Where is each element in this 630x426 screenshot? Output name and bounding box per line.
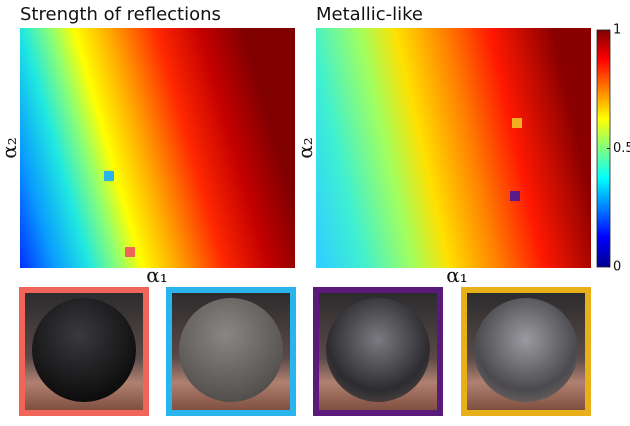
sphere xyxy=(326,298,430,402)
marker xyxy=(104,171,114,181)
y-axis-label: α₂ xyxy=(0,137,21,159)
marker xyxy=(125,247,135,257)
sphere xyxy=(474,298,578,402)
x-axis-label: α₁ xyxy=(146,263,168,287)
colorbar-tick-label: 0 xyxy=(613,260,621,275)
chart-title: Strength of reflections xyxy=(20,4,221,25)
colorbar-tick-label: 0.5 xyxy=(613,141,630,156)
marker xyxy=(512,118,522,128)
marker xyxy=(510,191,520,201)
chart-title: Metallic-like xyxy=(316,4,423,25)
colorbar-tick-label: 1 xyxy=(613,23,621,38)
sphere xyxy=(32,298,136,402)
sphere-panel xyxy=(19,287,591,416)
sphere xyxy=(179,298,283,402)
y-axis-label: α₂ xyxy=(293,137,317,159)
heatmap xyxy=(20,28,295,268)
heatmap xyxy=(316,28,591,268)
x-axis-label: α₁ xyxy=(446,263,468,287)
